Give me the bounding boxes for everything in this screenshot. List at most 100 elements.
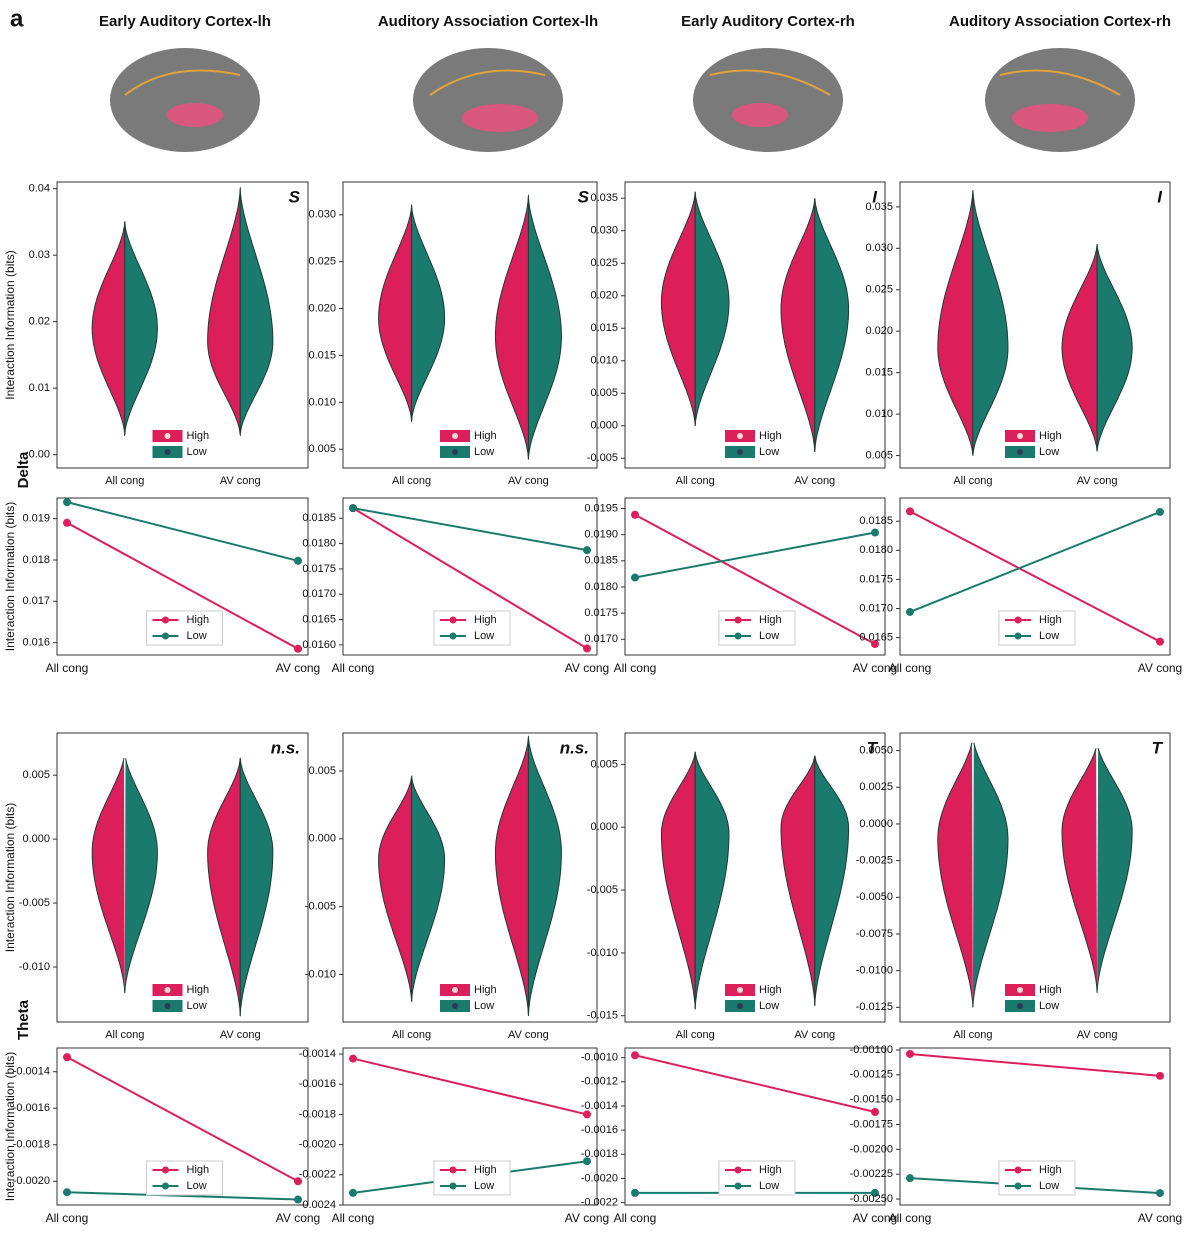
violin-half xyxy=(92,758,125,992)
legend-label: High xyxy=(187,614,210,626)
legend-dot xyxy=(165,433,171,439)
brain-image xyxy=(985,48,1135,152)
series-line xyxy=(353,1059,587,1115)
y-tick-label: 0.0160 xyxy=(302,639,336,651)
violin-half xyxy=(208,759,241,1016)
point xyxy=(63,498,71,506)
y-tick-label: 0.0180 xyxy=(302,537,336,549)
y-tick-label: 0.015 xyxy=(590,322,618,334)
chart: -0.00100-0.00125-0.00150-0.00175-0.00200… xyxy=(850,1044,1183,1225)
x-tick-label: All cong xyxy=(105,475,144,487)
legend-label: High xyxy=(759,614,782,626)
x-tick-label: AV cong xyxy=(1077,1029,1118,1041)
violin-half xyxy=(528,196,561,459)
y-tick-label: 0.000 xyxy=(22,833,50,845)
legend-label: High xyxy=(759,1164,782,1176)
legend-label: Low xyxy=(759,1000,779,1012)
y-axis-label: Interaction Information (bits) xyxy=(3,803,17,952)
chart: -0.0125-0.0100-0.0075-0.0050-0.00250.000… xyxy=(856,733,1170,1041)
y-tick-label: 0.005 xyxy=(590,387,618,399)
y-tick-label: 0.035 xyxy=(590,192,618,204)
legend-box xyxy=(719,611,795,645)
violin-half xyxy=(661,192,695,426)
legend-dot xyxy=(1017,1003,1023,1009)
y-tick-label: -0.0020 xyxy=(13,1175,50,1187)
y-tick-label: -0.0100 xyxy=(856,965,893,977)
y-tick-label: 0.020 xyxy=(308,302,336,314)
y-tick-label: 0.030 xyxy=(590,225,618,237)
chart: -0.0050.0000.0050.0100.0150.0200.0250.03… xyxy=(587,182,885,487)
point xyxy=(906,1050,914,1058)
y-tick-label: -0.0018 xyxy=(13,1139,50,1151)
violin-half xyxy=(92,222,125,435)
y-tick-label: 0.010 xyxy=(590,355,618,367)
x-tick-label: All cong xyxy=(105,1029,144,1041)
y-tick-label: -0.00225 xyxy=(850,1168,893,1180)
legend-dot xyxy=(165,987,171,993)
violin-half xyxy=(412,205,445,421)
x-tick-label: All cong xyxy=(676,475,715,487)
legend-label: High xyxy=(1039,1164,1062,1176)
panel-label: a xyxy=(10,5,24,32)
y-tick-label: -0.005 xyxy=(305,901,336,913)
point xyxy=(294,557,302,565)
legend-dot xyxy=(165,1003,171,1009)
y-tick-label: -0.005 xyxy=(19,897,50,909)
x-tick-label: AV cong xyxy=(794,475,835,487)
y-tick-label: -0.015 xyxy=(587,1010,618,1022)
legend-dot xyxy=(1015,633,1022,640)
x-tick-label: AV cong xyxy=(565,1211,609,1225)
y-tick-label: -0.00150 xyxy=(850,1094,893,1106)
violin-half xyxy=(1097,244,1132,451)
legend-dot xyxy=(162,1167,169,1174)
series-line xyxy=(910,1054,1160,1076)
legend-dot xyxy=(450,633,457,640)
legend-label: High xyxy=(187,1164,210,1176)
y-tick-label: -0.00100 xyxy=(850,1044,893,1056)
y-tick-label: 0.025 xyxy=(308,256,336,268)
y-tick-label: -0.0024 xyxy=(299,1199,336,1211)
legend-label: High xyxy=(474,614,497,626)
legend-dot xyxy=(1017,433,1023,439)
y-tick-label: -0.005 xyxy=(587,884,618,896)
y-tick-label: 0.0170 xyxy=(302,588,336,600)
y-tick-label: -0.0075 xyxy=(856,928,893,940)
annotation: I xyxy=(1157,187,1163,206)
point xyxy=(871,529,879,537)
annotation: S xyxy=(289,187,301,206)
y-tick-label: 0.0185 xyxy=(859,515,893,527)
legend-dot xyxy=(452,1003,458,1009)
violin-half xyxy=(1097,748,1132,993)
legend-label: Low xyxy=(187,1180,207,1192)
legend-dot xyxy=(1015,617,1022,624)
y-tick-label: 0.0180 xyxy=(859,544,893,556)
legend-label: Low xyxy=(1039,630,1059,642)
legend-label: Low xyxy=(474,1180,494,1192)
point xyxy=(906,1174,914,1182)
y-tick-label: 0.025 xyxy=(590,257,618,269)
chart: 0.01600.01650.01700.01750.01800.0185All … xyxy=(302,498,609,675)
brain-image xyxy=(693,48,843,152)
legend-dot xyxy=(735,1183,742,1190)
legend-dot xyxy=(735,1167,742,1174)
y-tick-label: -0.0016 xyxy=(299,1078,336,1090)
series-line xyxy=(635,1055,875,1112)
legend-label: Low xyxy=(474,446,494,458)
x-tick-label: All cong xyxy=(392,1029,431,1041)
point xyxy=(631,1189,639,1197)
legend-label: High xyxy=(474,1164,497,1176)
legend-box xyxy=(719,1161,795,1195)
legend-label: Low xyxy=(474,1000,494,1012)
y-tick-label: -0.00175 xyxy=(850,1118,893,1130)
chart: -0.010-0.0050.0000.005n.s.All congAV con… xyxy=(305,733,597,1041)
y-tick-label: -0.00125 xyxy=(850,1069,893,1081)
plot-frame xyxy=(900,733,1170,1022)
y-tick-label: 0.0190 xyxy=(584,529,618,541)
legend-dot xyxy=(452,987,458,993)
legend-dot xyxy=(1015,1167,1022,1174)
y-tick-label: 0.0185 xyxy=(302,512,336,524)
y-tick-label: 0.030 xyxy=(308,209,336,221)
y-tick-label: -0.0014 xyxy=(299,1048,336,1060)
